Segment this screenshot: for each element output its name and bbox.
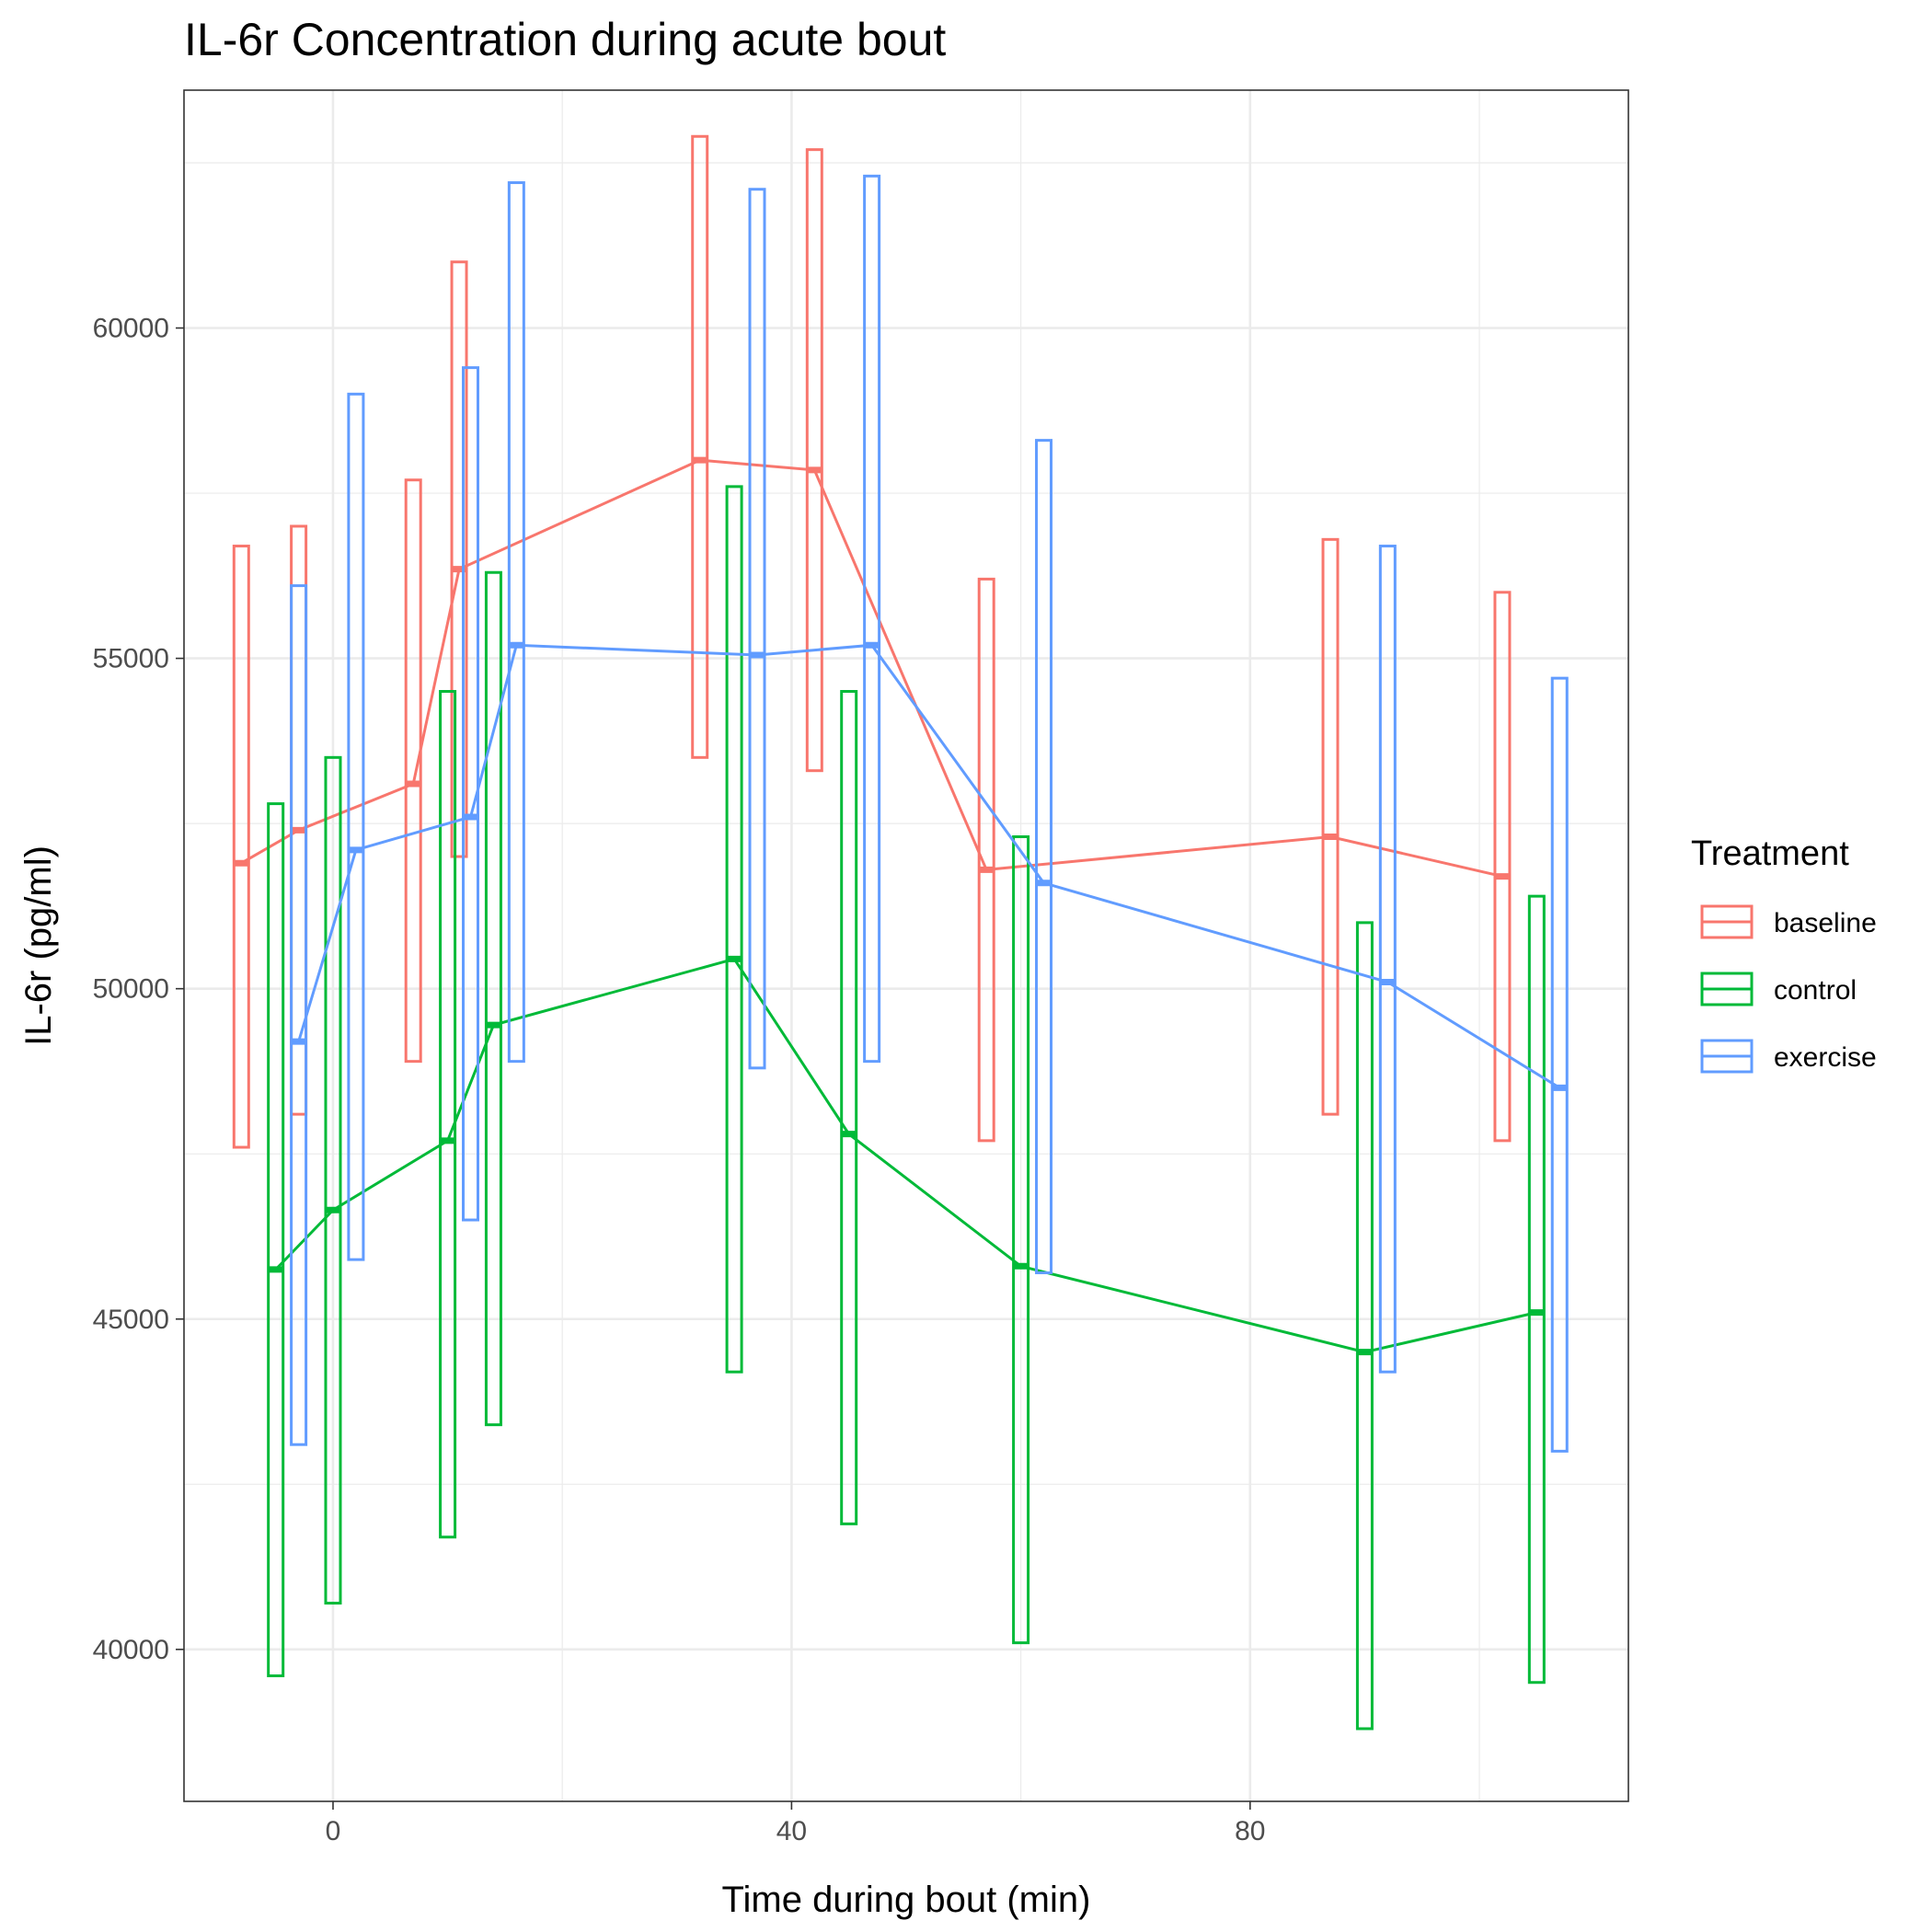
y-tick-label: 45000 (93, 1305, 169, 1335)
legend-item-exercise: exercise (1700, 1039, 1877, 1074)
interval-box-baseline (1321, 537, 1340, 1116)
legend-item-control: control (1700, 972, 1857, 1006)
axes: 0 40 80 40000 45000 50000 55000 60000 (93, 314, 1266, 1846)
interval-box-exercise (347, 392, 365, 1261)
interval-box-baseline (805, 148, 823, 773)
x-tick-label: 0 (326, 1816, 341, 1846)
legend-item-baseline: baseline (1700, 904, 1877, 939)
interval-box-exercise (290, 584, 308, 1446)
series-layer (232, 134, 1569, 1731)
interval-box-baseline (450, 260, 468, 858)
plot-panel-border (183, 89, 1629, 1802)
y-tick-label: 50000 (93, 974, 169, 1005)
interval-box-exercise (863, 174, 881, 1064)
legend-items: baseline control exercise (1700, 904, 1877, 1074)
interval-box-baseline (977, 577, 995, 1143)
interval-box-exercise (462, 366, 480, 1222)
interval-box-control (267, 802, 285, 1678)
y-tick-label: 60000 (93, 314, 169, 344)
x-tick-label: 40 (776, 1816, 807, 1846)
legend-label-control: control (1774, 975, 1857, 1006)
series-baseline (232, 134, 1512, 1149)
gridlines (184, 90, 1628, 1801)
chart-title: IL-6r Concentration during acute bout (184, 14, 946, 65)
interval-box-control (1355, 921, 1374, 1731)
interval-box-control (439, 690, 457, 1539)
x-tick-label: 80 (1235, 1816, 1265, 1846)
legend-title: Treatment (1691, 834, 1849, 873)
interval-box-exercise (1035, 439, 1053, 1274)
legend-label-baseline: baseline (1774, 908, 1877, 938)
interval-box-exercise (1550, 676, 1569, 1453)
legend: Treatment baseline control exercise (1691, 834, 1877, 1074)
interval-box-baseline (404, 478, 422, 1064)
interval-box-control (725, 485, 743, 1374)
interval-box-baseline (1493, 591, 1512, 1143)
legend-label-exercise: exercise (1774, 1042, 1877, 1073)
interval-box-baseline (232, 545, 250, 1149)
x-axis-title: Time during bout (min) (722, 1880, 1091, 1920)
interval-box-exercise (1378, 545, 1397, 1374)
interval-box-exercise (507, 181, 525, 1064)
y-tick-label: 40000 (93, 1635, 169, 1665)
y-axis-title: IL-6r (pg/ml) (18, 845, 59, 1046)
series-control (267, 485, 1546, 1731)
series-exercise (290, 174, 1569, 1453)
plot-panel-background (184, 90, 1628, 1801)
y-tick-label: 55000 (93, 644, 169, 674)
interval-box-exercise (748, 188, 766, 1070)
interval-box-control (840, 690, 858, 1525)
interval-box-control (484, 570, 502, 1427)
interval-box-control (324, 755, 342, 1605)
interval-box-control (1527, 894, 1546, 1685)
interval-box-baseline (691, 134, 709, 759)
interval-box-control (1012, 835, 1030, 1645)
